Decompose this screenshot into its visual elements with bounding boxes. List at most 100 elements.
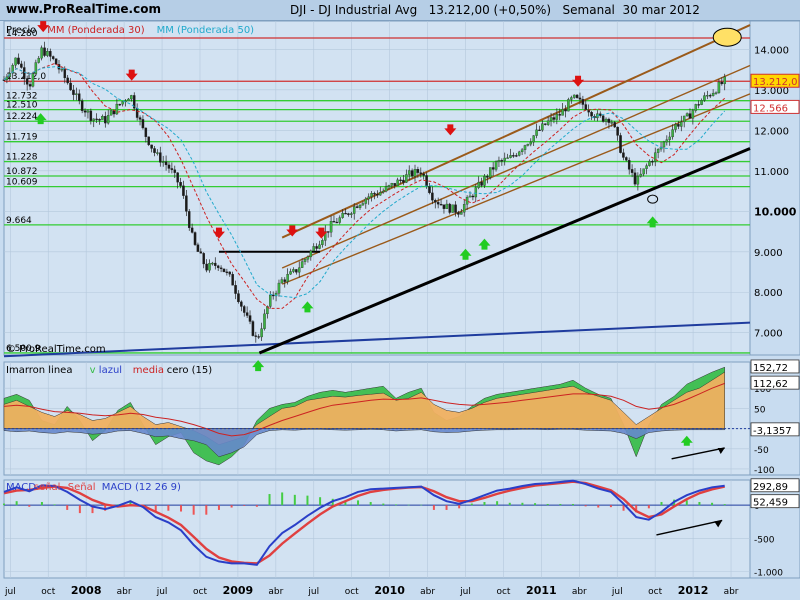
candle-body: [153, 148, 156, 153]
candle-body: [630, 169, 634, 173]
candle-body: [656, 148, 660, 153]
candle-body: [234, 285, 237, 294]
candle-body: [104, 116, 107, 124]
macd-histogram-bar: [319, 497, 322, 506]
level-label: 11.719: [6, 133, 38, 143]
candle-body: [584, 104, 588, 110]
macd-signal-line: [3, 480, 725, 565]
candle-body: [457, 212, 460, 215]
price-y-tick: 11.000: [754, 167, 789, 178]
candle-body: [92, 118, 95, 121]
candle-body: [2, 79, 6, 81]
candle-body: [31, 73, 35, 87]
candle-body: [144, 127, 148, 137]
candle-body: [500, 160, 504, 162]
candle-body: [648, 161, 651, 166]
candle-body: [295, 269, 298, 273]
candle-body: [682, 115, 686, 123]
macd-right-label-box: [750, 478, 800, 493]
candle-body: [680, 121, 683, 127]
candle-body: [159, 152, 162, 163]
candle-body: [312, 246, 315, 252]
candle-body: [581, 99, 585, 105]
indicator-legend-item: media: [133, 365, 164, 376]
ma50-line: [3, 66, 726, 299]
candle-body: [219, 267, 223, 270]
candle-body: [671, 129, 674, 138]
macd-histogram-bar: [268, 494, 271, 506]
candle-body: [132, 95, 136, 109]
x-tick-label: abr: [572, 587, 587, 597]
candle-body: [708, 95, 712, 97]
candle-body: [242, 306, 246, 313]
candle-body: [546, 120, 550, 125]
macd-histogram-bar: [230, 505, 233, 508]
candle-body: [723, 76, 726, 85]
ticker-info: DJI - DJ Industrial Avg 13.212,00 (+0,50…: [290, 3, 700, 17]
candle-body: [34, 62, 38, 74]
macd-legend-item: MACD: [6, 482, 36, 493]
candle-body: [688, 113, 692, 119]
candle-body: [130, 95, 133, 100]
candle-body: [625, 157, 628, 161]
candle-body: [677, 124, 680, 127]
macd-histogram-bar: [167, 505, 170, 511]
candle-body: [567, 99, 570, 112]
candle-body: [653, 152, 657, 162]
candle-body: [529, 141, 533, 145]
candle-body: [51, 56, 55, 59]
macd-panel: [3, 479, 751, 579]
macd-histogram-bar: [521, 502, 524, 506]
macd-legend-item: MACD (12 26 9): [102, 482, 181, 493]
x-tick-label: abr: [420, 587, 435, 597]
candle-body: [251, 321, 255, 336]
macd-histogram-bar: [129, 500, 132, 506]
ticker-name: DJI - DJ Industrial Avg: [290, 3, 418, 17]
trend-channel-line: [281, 93, 751, 285]
ticker-date: 30 mar 2012: [622, 3, 700, 17]
candle-body: [422, 173, 425, 176]
candle-body: [315, 246, 318, 249]
candle-body: [324, 231, 327, 241]
level-label: 10.872: [6, 167, 38, 177]
candle-body: [706, 95, 709, 97]
candle-body: [627, 160, 631, 170]
candle-body: [321, 240, 324, 245]
candle-body: [517, 151, 521, 156]
indicator-legend-item: lazul: [99, 365, 122, 376]
candle-body: [176, 172, 179, 183]
candle-body: [506, 157, 509, 159]
candle-body: [486, 176, 489, 178]
macd-histogram-bar: [660, 501, 663, 506]
macd-histogram-bar: [382, 503, 385, 506]
candle-body: [555, 113, 559, 120]
candle-body: [237, 293, 240, 303]
x-tick-label: jul: [459, 587, 471, 597]
candle-body: [75, 93, 78, 95]
x-tick-label: jul: [611, 587, 623, 597]
buy-arrow-icon: [252, 360, 265, 372]
macd-histogram-bar: [344, 500, 347, 506]
candle-body: [190, 227, 194, 233]
candle-body: [274, 293, 278, 297]
candle-body: [17, 57, 20, 65]
candle-body: [448, 203, 451, 213]
sell-arrow-icon: [37, 21, 50, 33]
candle-body: [54, 58, 58, 65]
candle-body: [610, 122, 614, 124]
x-tick-label: 2012: [678, 584, 709, 597]
level-label: 9.664: [6, 216, 32, 226]
macd-histogram-bar: [458, 505, 461, 509]
candle-body: [572, 94, 576, 98]
candle-body: [361, 203, 365, 206]
candle-body: [416, 169, 420, 173]
x-tick-label: abr: [117, 587, 132, 597]
indicator-y-tick: 50: [754, 405, 766, 415]
indicator-right-label: -3,1357: [753, 426, 792, 437]
candle-body: [141, 119, 145, 129]
macd-histogram-bar: [28, 505, 31, 507]
site-name[interactable]: www.ProRealTime.com: [6, 2, 161, 16]
candle-body: [636, 176, 640, 185]
price-y-tick: 7.000: [754, 329, 783, 340]
